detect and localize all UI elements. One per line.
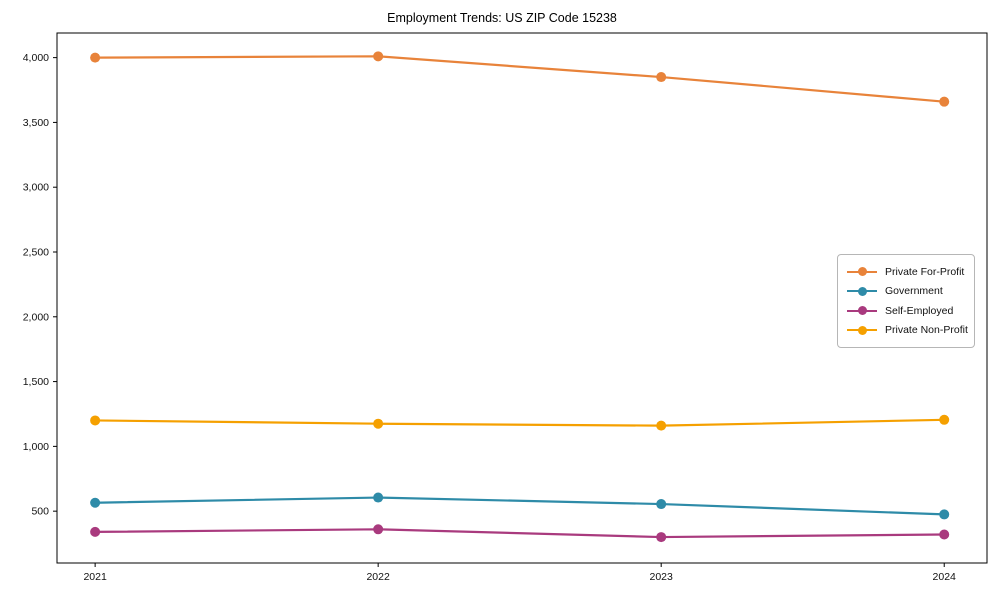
legend-label: Private For-Profit [885, 265, 965, 278]
legend-marker-icon [847, 285, 877, 297]
data-point-marker-private-for-profit [90, 52, 101, 63]
plot-border [56, 32, 988, 564]
legend-marker-icon [847, 305, 877, 317]
legend-label: Private Non-Profit [885, 324, 968, 337]
legend-marker-icon [847, 266, 877, 278]
data-point-marker-self-employed [939, 529, 950, 540]
data-point-marker-private-non-profit [90, 415, 101, 426]
chart-legend: Private For-Profit Government Self-Employe… [837, 254, 975, 348]
data-point-marker-government [373, 492, 384, 503]
chart-title: Employment Trends: US ZIP Code 15238 [387, 11, 617, 25]
legend-item-government: Government [847, 282, 966, 302]
data-point-marker-private-for-profit [373, 51, 384, 62]
data-point-marker-private-for-profit [656, 72, 667, 83]
series-line-private-non-profit [94, 418, 946, 427]
legend-item-private-non-profit: Private Non-Profit [847, 321, 968, 341]
x-tick-label: 2021 [83, 571, 107, 583]
y-tick-label: 3,500 [23, 117, 49, 129]
data-point-marker-self-employed [90, 526, 101, 537]
y-tick-label: 500 [31, 506, 49, 518]
x-tick-label: 2022 [366, 571, 390, 583]
x-tick-label: 2024 [933, 571, 957, 583]
series-line-private-for-profit [94, 55, 946, 103]
legend-item-private-for-profit: Private For-Profit [847, 262, 966, 282]
data-point-marker-private-non-profit [656, 420, 667, 431]
data-point-marker-private-for-profit [939, 96, 950, 107]
y-tick-label: 2,500 [23, 246, 49, 258]
data-point-marker-self-employed [373, 524, 384, 535]
data-point-marker-private-non-profit [373, 418, 384, 429]
series-line-self-employed [94, 528, 946, 539]
x-tick-label: 2023 [650, 571, 674, 583]
data-point-marker-government [90, 497, 101, 508]
data-point-marker-private-non-profit [939, 414, 950, 425]
legend-marker-icon [847, 324, 877, 336]
legend-label: Self-Employed [885, 304, 954, 317]
y-tick-label: 1,500 [23, 376, 49, 388]
data-point-marker-government [656, 499, 667, 510]
y-tick-label: 2,000 [23, 311, 49, 323]
y-tick-label: 3,000 [23, 182, 49, 194]
data-point-marker-government [939, 509, 950, 520]
legend-label: Government [885, 285, 943, 298]
data-point-marker-self-employed [656, 532, 667, 543]
y-tick-label: 4,000 [23, 52, 49, 64]
legend-item-self-employed: Self-Employed [847, 301, 966, 321]
y-tick-label: 1,000 [23, 441, 49, 453]
series-line-government [94, 496, 946, 516]
